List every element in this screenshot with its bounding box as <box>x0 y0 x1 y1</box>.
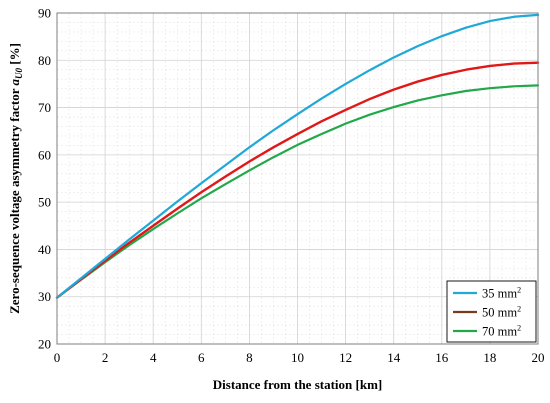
y-axis-title-unit: [%] <box>7 43 22 68</box>
x-tick-label: 18 <box>483 350 496 365</box>
x-tick-label: 16 <box>435 350 449 365</box>
series-layer <box>55 13 540 299</box>
y-axis-title-symbol: a <box>7 79 22 86</box>
series-line <box>55 84 540 299</box>
y-tick-labels: 20 30 40 50 60 70 80 90 <box>38 6 51 352</box>
x-tick-label: 10 <box>291 350 304 365</box>
y-axis-title: Zero-sequence voltage asymmetry factor a… <box>7 43 24 314</box>
y-axis-title-main: Zero-sequence voltage asymmetry factor <box>7 86 22 314</box>
x-tick-label: 14 <box>387 350 401 365</box>
legend-label: 70 mm2 <box>482 324 521 339</box>
y-tick-label: 90 <box>38 6 51 21</box>
x-tick-label: 6 <box>198 350 205 365</box>
x-tick-label: 2 <box>102 350 109 365</box>
x-tick-label: 0 <box>54 350 61 365</box>
x-tick-labels: 0 2 4 6 8 10 12 14 16 18 20 <box>54 350 545 365</box>
y-tick-label: 60 <box>38 147 51 162</box>
x-axis-title: Distance from the station [km] <box>213 377 382 392</box>
y-tick-label: 80 <box>38 53 51 68</box>
plot-frame <box>56 12 539 345</box>
legend-label: 35 mm2 <box>482 286 521 301</box>
series-line-highlight <box>55 61 540 299</box>
legend-label: 50 mm2 <box>482 305 521 320</box>
legend: 35 mm2 50 mm2 70 mm2 <box>446 280 537 343</box>
y-tick-label: 30 <box>38 289 51 304</box>
x-tick-label: 20 <box>532 350 545 365</box>
y-tick-label: 40 <box>38 242 51 257</box>
y-axis-title-subscript: U0 <box>14 68 24 79</box>
y-tick-label: 70 <box>38 100 51 115</box>
series-line <box>55 13 540 299</box>
x-tick-label: 12 <box>339 350 352 365</box>
y-tick-label: 50 <box>38 195 51 210</box>
x-tick-label: 8 <box>246 350 253 365</box>
y-tick-label: 20 <box>38 337 51 352</box>
x-tick-label: 4 <box>150 350 157 365</box>
